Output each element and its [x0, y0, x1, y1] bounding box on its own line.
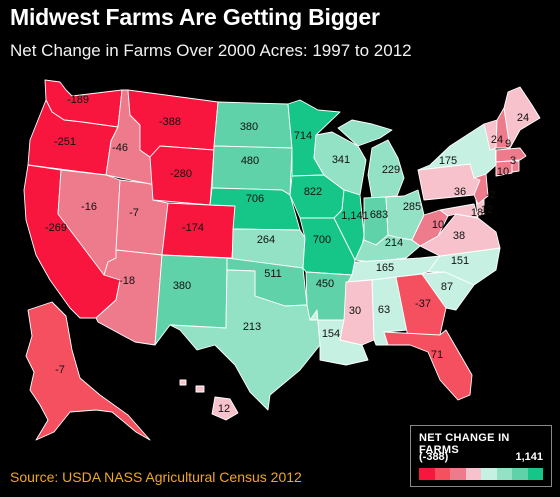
state-value-label-sd: 480 [241, 155, 259, 167]
page-title: Midwest Farms Are Getting Bigger [10, 4, 380, 30]
state-value-label-wv: 10 [432, 219, 444, 231]
state-ct [495, 160, 513, 177]
legend-swatch [512, 468, 528, 480]
state-value-label-ca: -269 [45, 222, 67, 234]
legend-swatch [496, 468, 512, 480]
state-value-label-va: 38 [453, 230, 465, 242]
state-mi [367, 139, 405, 199]
state-value-label-nc: 151 [451, 255, 469, 267]
state-value-label-in: 683 [370, 209, 388, 221]
legend-color-scale [419, 468, 543, 480]
state-value-label-de: 12 [481, 204, 493, 216]
source-note: Source: USDA NASS Agricultural Census 20… [10, 469, 302, 485]
state-mi-upper [337, 119, 393, 147]
state-value-label-ga: -37 [415, 298, 431, 310]
state-value-label-fl: 71 [431, 349, 443, 361]
state-value-label-az: -18 [119, 275, 135, 287]
state-value-label-wy: -280 [170, 168, 192, 180]
state-value-label-co: -174 [182, 222, 204, 234]
state-value-label-id: -46 [112, 142, 128, 154]
state-value-label-ia: 822 [304, 186, 322, 198]
state-value-label-me: 24 [517, 112, 529, 124]
state-value-label-ak: -7 [55, 364, 65, 376]
state-value-label-la: 154 [322, 328, 340, 340]
legend-swatch [481, 468, 497, 480]
state-tx [169, 269, 321, 411]
state-wy [149, 145, 215, 206]
state-value-label-ok: 511 [264, 268, 282, 280]
state-value-label-or: -251 [54, 136, 76, 148]
state-ny [417, 123, 497, 179]
state-value-label-ny: 175 [439, 155, 457, 167]
state-value-label-hi: 12 [218, 403, 230, 415]
state-value-label-il: 1,141 [341, 210, 369, 222]
state-md [439, 203, 479, 219]
state-value-labels: -189-251-269-46-16 -7-18-388-280-17438038… [45, 94, 529, 415]
state-value-label-nd: 380 [240, 121, 258, 133]
state-value-label-pa: 36 [454, 186, 466, 198]
state-value-label-ct: 10 [497, 166, 509, 178]
state-sd [211, 145, 293, 196]
state-va [419, 213, 501, 257]
state-value-label-nm: 380 [173, 280, 191, 292]
state-value-label-nv: -16 [81, 201, 97, 213]
state-value-label-ms: 30 [349, 305, 361, 317]
state-pa [417, 163, 481, 201]
state-value-label-mi: 229 [382, 164, 400, 176]
state-me [503, 86, 541, 149]
state-value-label-al: 63 [378, 304, 390, 316]
state-value-label-wi: 341 [332, 154, 350, 166]
legend-swatch [434, 468, 450, 480]
state-value-label-nh: 9 [505, 138, 511, 150]
state-ma [495, 147, 527, 163]
state-value-label-mt: -388 [159, 116, 181, 128]
legend-min-label: (-388) [419, 451, 449, 463]
state-value-label-tn: 165 [376, 262, 394, 274]
state-ak [25, 301, 151, 441]
state-value-label-ar: 450 [316, 278, 334, 290]
state-value-label-tx: 213 [243, 321, 261, 333]
state-ga [395, 273, 447, 338]
state-value-label-mo: 700 [313, 234, 331, 246]
state-fl [383, 329, 473, 401]
legend-title: NET CHANGE IN FARMS [419, 432, 510, 456]
page-subtitle: Net Change in Farms Over 2000 Acres: 199… [10, 41, 412, 60]
state-value-label-nj: -2 [486, 189, 496, 201]
state-value-label-ma: 3 [510, 155, 516, 167]
legend-swatch [419, 468, 435, 480]
legend-max-label: 1,141 [515, 451, 543, 463]
legend-swatch [465, 468, 481, 480]
state-value-label-vt: 24 [491, 134, 503, 146]
state-hi [211, 396, 239, 421]
state-ri [511, 160, 520, 173]
state-value-label-ne: 706 [246, 193, 264, 205]
state-value-label-ks: 264 [257, 234, 275, 246]
legend-swatch [450, 468, 466, 480]
state-value-label-ky: 214 [385, 237, 403, 249]
state-hi-islands [179, 379, 205, 393]
state-value-label-sc: 87 [441, 281, 453, 293]
legend: NET CHANGE IN FARMS (-388) 1,141 [410, 425, 552, 487]
state-value-label-mn: 714 [294, 130, 312, 142]
state-value-label-md: 18 [471, 207, 483, 219]
state-value-label-wa: -189 [67, 94, 89, 106]
legend-swatch [527, 468, 543, 480]
state-value-label-ut: -7 [129, 207, 139, 219]
state-value-label-oh: 285 [403, 201, 421, 213]
